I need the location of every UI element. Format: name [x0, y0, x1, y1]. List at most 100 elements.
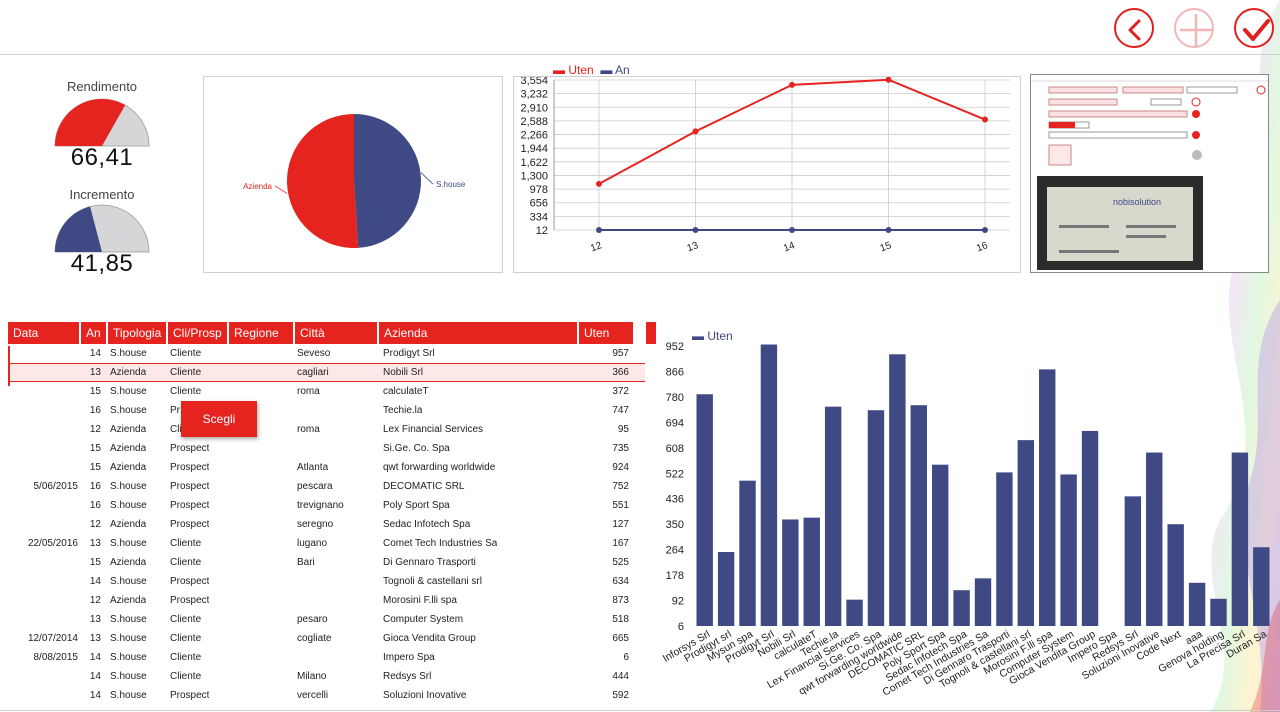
- bar-chart: 692178264350436522608694780866952Inforsy…: [661, 341, 1270, 699]
- bar-6[interactable]: [824, 406, 842, 626]
- line-point-uten[interactable]: [885, 76, 892, 83]
- table-row[interactable]: 8/08/2015 14 S.house Cliente Impero Spa 6: [8, 648, 645, 667]
- bar-26[interactable]: [1253, 547, 1270, 626]
- line-point-uten[interactable]: [789, 81, 795, 88]
- cell-cli: Prospect: [170, 500, 210, 511]
- pie-slice-shouse[interactable]: [354, 114, 421, 248]
- legend-uten: Uten: [568, 63, 594, 77]
- line-point-an[interactable]: [885, 227, 892, 233]
- bar-9[interactable]: [889, 354, 906, 626]
- cell-an: 14: [89, 576, 101, 587]
- bar-8[interactable]: [867, 410, 885, 626]
- bar-21[interactable]: [1146, 452, 1163, 626]
- table-row[interactable]: 16 S.house Prospect trevignano Poly Sport Sp…: [8, 496, 645, 515]
- line-point-uten[interactable]: [982, 116, 988, 123]
- line-point-an[interactable]: [789, 227, 795, 233]
- bar-3[interactable]: [760, 344, 778, 626]
- table-row[interactable]: 12 Azienda Cli roma Lex Financial Services 95: [8, 420, 645, 439]
- line-chart-panel: 12 334 656 978 1,300 1,622 1,944 2,266 2,588 2,91…: [513, 75, 1021, 273]
- cell-cli: Pr: [170, 405, 180, 416]
- bar-13[interactable]: [974, 578, 992, 626]
- bar-7[interactable]: [846, 599, 863, 626]
- line-point-an[interactable]: [692, 227, 699, 233]
- bar-23[interactable]: [1188, 582, 1206, 626]
- cell-data: 8/08/2015: [33, 652, 79, 663]
- bar-1[interactable]: [717, 552, 735, 626]
- cell-tip: S.house: [110, 690, 147, 701]
- table-row[interactable]: 14 S.house Prospect Tognoli & castellani sr…: [8, 572, 645, 591]
- bar-20[interactable]: [1124, 496, 1142, 626]
- add-button[interactable]: [1174, 8, 1214, 48]
- cell-uten: 592: [612, 690, 629, 701]
- table-row[interactable]: 15 Azienda Prospect Si.Ge. Co. Spa 735: [8, 439, 645, 458]
- col-header-uten[interactable]: Uten: [579, 322, 635, 344]
- col-header-tipologia[interactable]: Tipologia: [108, 322, 168, 344]
- table-row[interactable]: 13 Azienda Cliente cagliari Nobili Srl 366: [8, 363, 645, 382]
- bar-y-tick: 436: [666, 494, 684, 506]
- line-point-uten[interactable]: [596, 180, 602, 187]
- table-row[interactable]: 5/06/2015 16 S.house Prospect pescara DECOMAT…: [8, 477, 645, 496]
- line-x-tick: 15: [879, 240, 894, 254]
- gauge-value-rendimento: 66,41: [70, 144, 134, 171]
- table-row[interactable]: 14 S.house Cliente Seveso Prodigyt Srl 957: [8, 344, 645, 363]
- back-button[interactable]: [1114, 8, 1154, 48]
- bar-12[interactable]: [953, 590, 970, 626]
- cell-cli: Cliente: [170, 538, 202, 549]
- cell-azienda: Lex Financial Services: [383, 424, 484, 435]
- bar-25[interactable]: [1231, 452, 1249, 626]
- bar-17[interactable]: [1060, 474, 1077, 626]
- table-row[interactable]: 14 S.house Prospect vercelli Soluzioni Inova…: [8, 686, 645, 705]
- bar-2[interactable]: [739, 480, 756, 626]
- table-row[interactable]: 15 S.house Cliente roma calculateT 372: [8, 382, 645, 401]
- table-row[interactable]: 15 Azienda Prospect Atlanta qwt forwarding w…: [8, 458, 645, 477]
- cell-an: 15: [89, 462, 101, 473]
- cell-an: 15: [89, 557, 101, 568]
- cell-citta: cogliate: [297, 633, 332, 644]
- col-header-an[interactable]: An: [81, 322, 108, 344]
- line-y-tick: 1,300: [520, 170, 548, 182]
- table-row[interactable]: 14 S.house Cliente Milano Redsys Srl 444: [8, 667, 645, 686]
- table-row[interactable]: 12/07/2014 13 S.house Cliente cogliate Gioca …: [8, 629, 645, 648]
- table-row[interactable]: 15 Azienda Cliente Bari Di Gennaro Trasporti…: [8, 553, 645, 572]
- line-point-an[interactable]: [596, 227, 602, 233]
- gauge-title-rendimento: Rendimento: [66, 79, 138, 94]
- col-header-regione[interactable]: Regione: [229, 322, 295, 344]
- record-preview-panel[interactable]: nobisolution: [1030, 74, 1269, 273]
- cell-uten: 873: [612, 595, 629, 606]
- cell-azienda: Comet Tech Industries Sa: [383, 538, 498, 549]
- cell-tip: S.house: [110, 671, 147, 682]
- cell-an: 14: [89, 652, 101, 663]
- bar-0[interactable]: [696, 394, 713, 626]
- table-row[interactable]: 22/05/2016 13 S.house Cliente lugano Comet Te…: [8, 534, 645, 553]
- table-row[interactable]: 12 Azienda Prospect seregno Sedac Infotech S…: [8, 515, 645, 534]
- cell-uten: 95: [617, 424, 629, 435]
- col-header-cliprosp[interactable]: Cli/Prosp: [168, 322, 229, 344]
- bar-16[interactable]: [1039, 369, 1056, 626]
- bar-24[interactable]: [1210, 598, 1227, 626]
- bar-18[interactable]: [1081, 430, 1099, 626]
- bar-15[interactable]: [1017, 440, 1035, 626]
- bar-14[interactable]: [996, 472, 1013, 626]
- plus-icon: [1180, 14, 1212, 46]
- gauge-rendimento: [54, 98, 150, 147]
- bar-10[interactable]: [910, 405, 927, 626]
- line-point-an[interactable]: [982, 227, 988, 233]
- cell-uten: 127: [612, 519, 629, 530]
- bar-5[interactable]: [803, 517, 820, 626]
- line-point-uten[interactable]: [692, 128, 699, 135]
- col-header-azienda[interactable]: Azienda: [379, 322, 579, 344]
- pie-slice-azienda[interactable]: [286, 114, 359, 249]
- table-row[interactable]: 12 Azienda Prospect Morosini F.lli spa 873: [8, 591, 645, 610]
- confirm-button[interactable]: [1234, 8, 1274, 48]
- col-header-data[interactable]: Data: [8, 322, 81, 344]
- col-header-citta[interactable]: Città: [295, 322, 379, 344]
- table-row[interactable]: 13 S.house Cliente pesaro Computer System 518: [8, 610, 645, 629]
- bar-4[interactable]: [782, 519, 799, 626]
- bar-y-tick: 350: [666, 519, 684, 531]
- bar-22[interactable]: [1167, 524, 1184, 626]
- bar-11[interactable]: [931, 464, 949, 626]
- table-row[interactable]: 16 S.house Pr Techie.la 747: [8, 401, 645, 420]
- context-menu-scegli[interactable]: Scegli: [181, 401, 257, 437]
- bar-y-tick: 694: [666, 417, 684, 429]
- cell-citta: Bari: [297, 557, 315, 568]
